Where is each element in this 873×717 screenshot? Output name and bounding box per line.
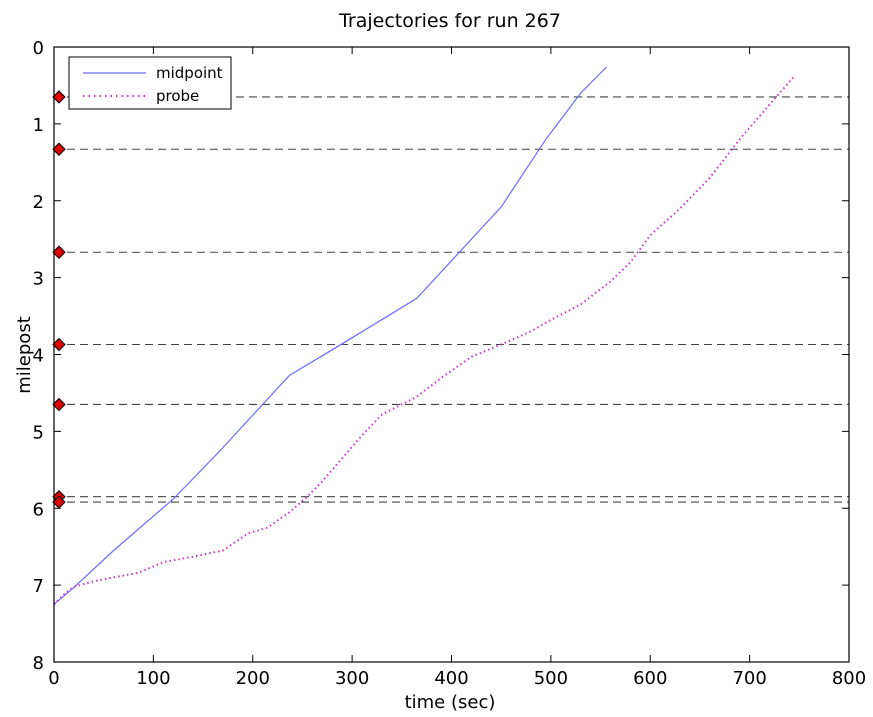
chart-title: Trajectories for run 267 <box>338 10 561 32</box>
x-tick-label: 400 <box>434 668 468 689</box>
x-tick-label: 700 <box>732 668 766 689</box>
x-tick-label: 800 <box>832 668 866 689</box>
y-tick-label: 5 <box>33 422 44 443</box>
y-tick-label: 4 <box>33 346 44 367</box>
legend-label-probe: probe <box>156 87 199 105</box>
milepost-marker-3 <box>52 337 66 352</box>
y-tick-label: 1 <box>33 115 44 136</box>
x-tick-label: 100 <box>136 668 170 689</box>
y-axis-label: milepost <box>14 316 35 393</box>
y-tick-label: 3 <box>33 269 44 290</box>
legend-label-midpoint: midpoint <box>156 64 223 82</box>
y-tick-label: 7 <box>33 576 44 597</box>
legend-box <box>68 56 232 110</box>
x-tick-label: 500 <box>534 668 568 689</box>
milepost-markers <box>52 90 66 509</box>
y-tick-label: 0 <box>33 38 44 59</box>
x-axis-label: time (sec) <box>405 692 496 713</box>
plot-frame <box>53 46 850 663</box>
y-tick-label: 8 <box>33 653 44 674</box>
x-tick-label: 300 <box>335 668 369 689</box>
y-tick-label: 6 <box>33 499 44 520</box>
series-layer <box>53 66 796 606</box>
milepost-marker-2 <box>52 245 66 259</box>
milepost-marker-0 <box>52 90 66 104</box>
series-line-probe <box>53 75 796 606</box>
series-line-midpoint <box>53 66 607 605</box>
reference-lines <box>54 96 849 503</box>
milepost-marker-4 <box>52 397 66 412</box>
x-tick-label: 200 <box>236 668 270 689</box>
y-axis-ticks: 0 1 2 3 4 5 6 7 8 <box>33 38 849 674</box>
milepost-marker-1 <box>52 142 66 156</box>
y-tick-label: 2 <box>33 192 44 213</box>
legend: midpoint probe <box>68 56 232 110</box>
x-axis-ticks: 0 100 200 300 400 500 600 700 800 <box>48 47 866 689</box>
x-tick-label: 600 <box>633 668 667 689</box>
x-tick-label: 0 <box>48 668 59 689</box>
